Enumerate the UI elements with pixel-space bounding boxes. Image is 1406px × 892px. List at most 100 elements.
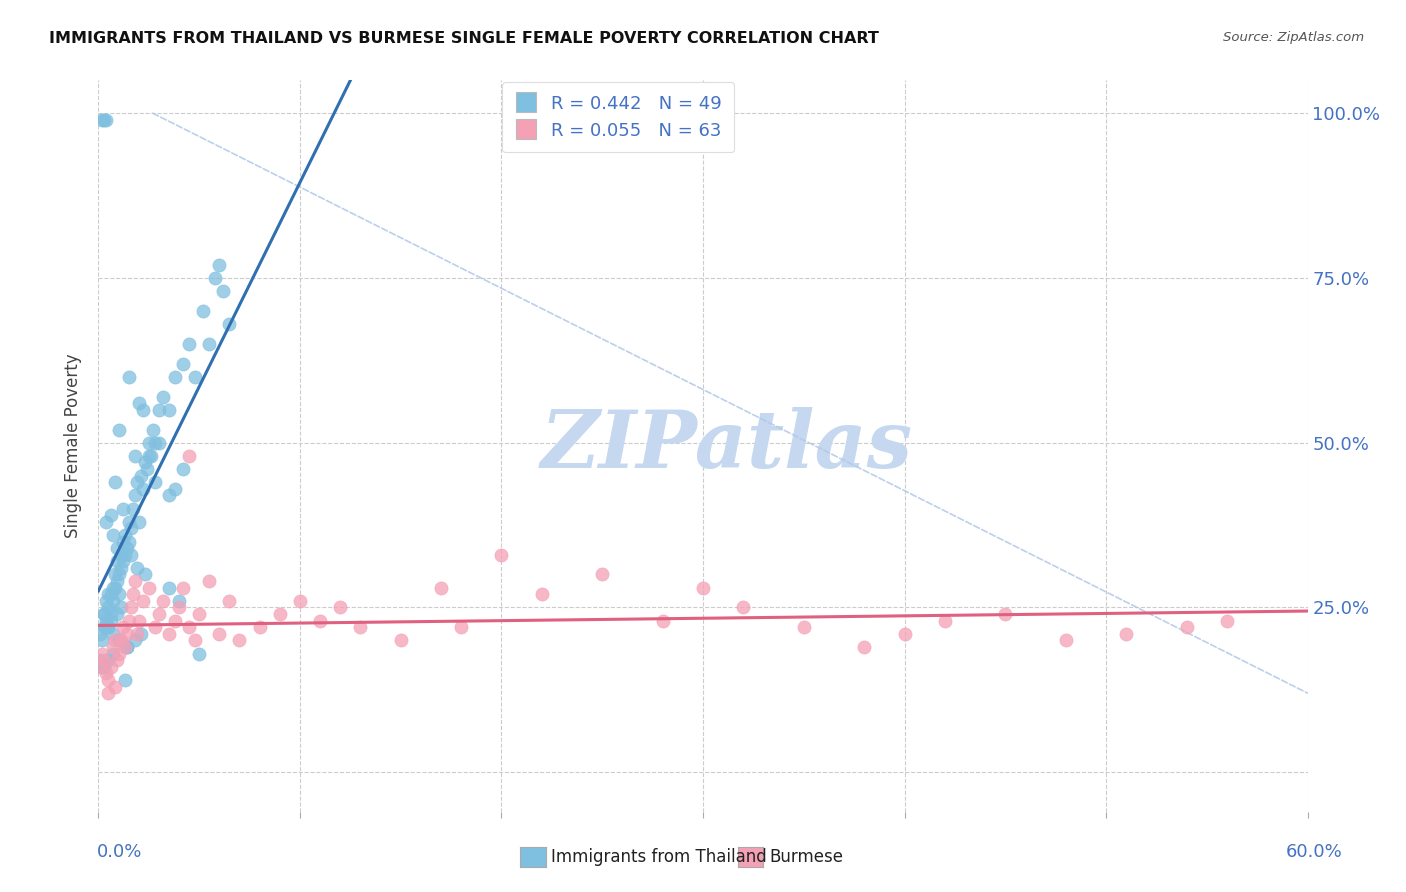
Point bbox=[110, 600, 132, 615]
Point bbox=[103, 581, 125, 595]
Point bbox=[103, 567, 125, 582]
Point bbox=[120, 548, 142, 562]
Point bbox=[105, 554, 128, 568]
Point bbox=[93, 620, 115, 634]
Point bbox=[115, 541, 138, 556]
Point bbox=[115, 627, 138, 641]
Point bbox=[148, 435, 170, 450]
Point bbox=[138, 449, 160, 463]
Point bbox=[143, 475, 166, 490]
Point bbox=[105, 574, 128, 588]
Point bbox=[96, 666, 118, 681]
Point bbox=[125, 561, 148, 575]
Point bbox=[132, 482, 155, 496]
Point bbox=[430, 581, 453, 595]
Point bbox=[93, 659, 115, 673]
Point bbox=[93, 607, 115, 621]
Point bbox=[96, 614, 118, 628]
Point bbox=[124, 633, 146, 648]
Point bbox=[101, 640, 124, 654]
Point bbox=[124, 488, 146, 502]
Point bbox=[163, 482, 186, 496]
Point bbox=[733, 600, 755, 615]
Point bbox=[97, 620, 120, 634]
Point bbox=[349, 620, 371, 634]
Point bbox=[288, 594, 311, 608]
Text: 0.0%: 0.0% bbox=[97, 843, 142, 861]
Point bbox=[103, 633, 125, 648]
Point bbox=[89, 627, 111, 641]
Point bbox=[118, 534, 141, 549]
Point bbox=[118, 614, 141, 628]
Point bbox=[97, 653, 120, 667]
Point bbox=[107, 567, 129, 582]
Point bbox=[124, 449, 146, 463]
Point bbox=[97, 587, 120, 601]
Point bbox=[172, 357, 194, 371]
Point bbox=[152, 390, 174, 404]
Point bbox=[115, 640, 138, 654]
Point bbox=[114, 548, 136, 562]
Point bbox=[103, 680, 125, 694]
Point bbox=[132, 402, 155, 417]
Point bbox=[110, 561, 132, 575]
Point bbox=[121, 501, 143, 516]
Point bbox=[157, 402, 180, 417]
Point bbox=[89, 659, 111, 673]
Point bbox=[138, 435, 160, 450]
Point bbox=[218, 594, 240, 608]
Point bbox=[167, 594, 190, 608]
Point bbox=[96, 112, 118, 127]
Point bbox=[97, 673, 120, 687]
Point bbox=[105, 541, 128, 556]
Point bbox=[134, 455, 156, 469]
Point bbox=[101, 528, 124, 542]
Text: 60.0%: 60.0% bbox=[1286, 843, 1343, 861]
Point bbox=[105, 653, 128, 667]
Text: Source: ZipAtlas.com: Source: ZipAtlas.com bbox=[1223, 31, 1364, 45]
Point bbox=[651, 614, 673, 628]
Point bbox=[450, 620, 472, 634]
Point bbox=[198, 336, 221, 351]
Point bbox=[91, 647, 114, 661]
Point bbox=[97, 686, 120, 700]
Point bbox=[893, 627, 915, 641]
Point bbox=[93, 607, 115, 621]
Point bbox=[115, 640, 138, 654]
Point bbox=[994, 607, 1017, 621]
Point bbox=[179, 449, 201, 463]
Point bbox=[157, 488, 180, 502]
Legend: R = 0.442   N = 49, R = 0.055   N = 63: R = 0.442 N = 49, R = 0.055 N = 63 bbox=[502, 82, 734, 153]
Point bbox=[132, 594, 155, 608]
Point bbox=[134, 567, 156, 582]
Point bbox=[97, 600, 120, 615]
Point bbox=[148, 607, 170, 621]
Point bbox=[269, 607, 291, 621]
Point bbox=[138, 581, 160, 595]
Point bbox=[853, 640, 876, 654]
Point bbox=[157, 581, 180, 595]
Point bbox=[128, 614, 150, 628]
Text: Immigrants from Thailand: Immigrants from Thailand bbox=[551, 848, 766, 866]
Point bbox=[198, 574, 221, 588]
Text: ZIPatlas: ZIPatlas bbox=[541, 408, 914, 484]
Point bbox=[107, 423, 129, 437]
Point bbox=[101, 594, 124, 608]
Point bbox=[118, 369, 141, 384]
Point bbox=[188, 647, 211, 661]
Point bbox=[125, 475, 148, 490]
Point bbox=[91, 112, 114, 127]
Point bbox=[129, 468, 152, 483]
Point bbox=[105, 607, 128, 621]
Point bbox=[184, 369, 207, 384]
Point bbox=[188, 607, 211, 621]
Point bbox=[114, 673, 136, 687]
Point bbox=[101, 647, 124, 661]
Point bbox=[114, 640, 136, 654]
Point bbox=[129, 627, 152, 641]
Point bbox=[184, 633, 207, 648]
Point bbox=[93, 653, 115, 667]
Point bbox=[124, 574, 146, 588]
Point bbox=[118, 515, 141, 529]
Point bbox=[111, 620, 134, 634]
